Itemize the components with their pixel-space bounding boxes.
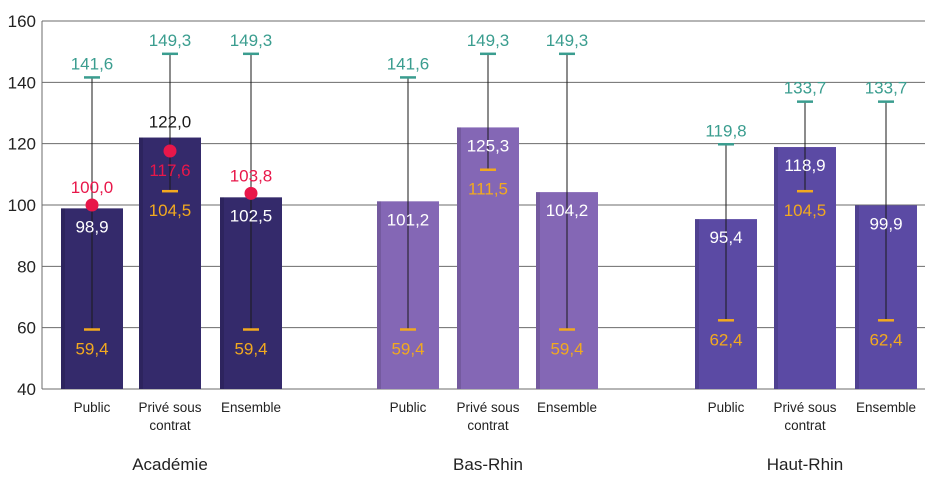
value-label: 118,9 <box>784 156 825 175</box>
category-label: Privé sous <box>456 400 519 415</box>
bar <box>457 127 519 389</box>
category-label: contrat <box>784 418 826 433</box>
y-tick-label: 160 <box>8 12 36 31</box>
min-label: 111,5 <box>468 180 508 199</box>
max-label: 141,6 <box>387 54 430 73</box>
category-label: Privé sous <box>773 400 836 415</box>
y-tick-label: 140 <box>8 73 36 92</box>
max-label: 149,3 <box>467 31 510 50</box>
value-label: 99,9 <box>869 214 902 233</box>
y-tick-label: 40 <box>17 380 36 399</box>
bar-edge <box>377 201 381 389</box>
mark-layer <box>84 52 894 331</box>
min-label: 104,5 <box>149 201 192 220</box>
reference-dot <box>85 198 99 212</box>
max-label: 133,7 <box>784 79 827 98</box>
bar-edge <box>855 205 859 389</box>
min-label: 62,4 <box>869 330 902 349</box>
max-label: 149,3 <box>546 31 589 50</box>
min-label: 59,4 <box>550 340 583 359</box>
reference-label: 103,8 <box>230 166 273 185</box>
min-label: 59,4 <box>75 340 108 359</box>
bar-edge <box>457 127 461 389</box>
max-label: 149,3 <box>230 31 273 50</box>
category-label: contrat <box>149 418 191 433</box>
value-label: 101,2 <box>387 210 430 229</box>
y-tick-label: 80 <box>17 257 36 276</box>
y-tick-label: 120 <box>8 135 36 154</box>
group-label: Bas-Rhin <box>453 455 523 474</box>
value-label: 95,4 <box>709 228 742 247</box>
category-label: Public <box>74 400 111 415</box>
value-label: 104,2 <box>546 201 589 220</box>
reference-dot <box>163 144 177 158</box>
max-label: 119,8 <box>705 121 746 140</box>
category-label: Public <box>390 400 427 415</box>
group-label: Académie <box>132 455 208 474</box>
max-label: 133,7 <box>865 79 908 98</box>
min-label: 104,5 <box>784 201 827 220</box>
bar-edge <box>220 197 224 389</box>
category-label: Ensemble <box>537 400 597 415</box>
category-label: Ensemble <box>221 400 281 415</box>
reference-dot <box>244 186 258 200</box>
value-label: 122,0 <box>149 113 192 132</box>
value-label: 102,5 <box>230 206 273 225</box>
min-label: 59,4 <box>391 340 424 359</box>
category-label: contrat <box>467 418 509 433</box>
category-label: Privé sous <box>138 400 201 415</box>
bar-edge <box>774 147 778 389</box>
label-layer: 40 60 80 100 120 140 160 141,6 59,4 98,9 100,0 Publ… <box>8 12 916 474</box>
group-label: Haut-Rhin <box>767 455 844 474</box>
bar-edge <box>61 208 65 389</box>
max-label: 149,3 <box>149 31 192 50</box>
value-label: 125,3 <box>467 136 510 155</box>
bar-edge <box>695 219 699 389</box>
max-label: 141,6 <box>71 54 114 73</box>
reference-label: 117,6 <box>149 161 190 180</box>
y-tick-label: 100 <box>8 196 36 215</box>
value-label: 98,9 <box>75 217 108 236</box>
bar-edge <box>536 192 540 389</box>
bar-edge <box>139 137 143 389</box>
y-tick-label: 60 <box>17 319 36 338</box>
category-label: Ensemble <box>856 400 916 415</box>
reference-label: 100,0 <box>71 178 114 197</box>
min-label: 62,4 <box>709 330 742 349</box>
min-label: 59,4 <box>234 340 267 359</box>
category-label: Public <box>708 400 745 415</box>
